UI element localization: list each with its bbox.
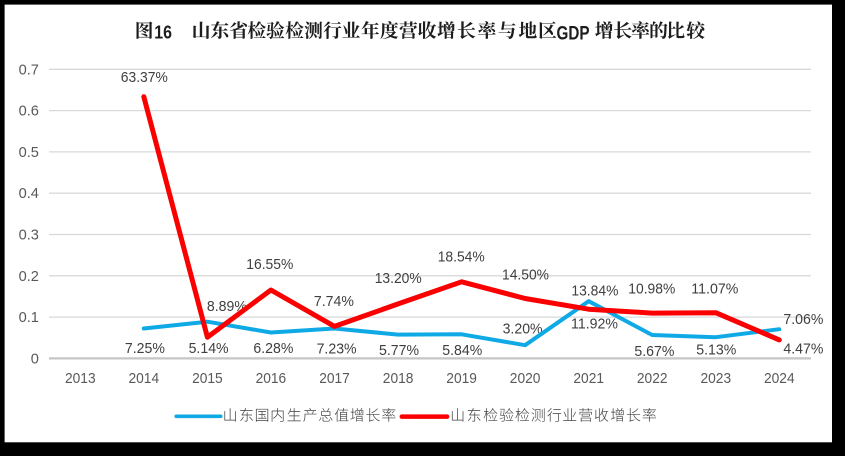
svg-text:2021: 2021 xyxy=(573,370,604,387)
svg-text:5.14%: 5.14% xyxy=(189,340,229,357)
svg-text:7.06%: 7.06% xyxy=(783,311,823,328)
svg-text:16.55%: 16.55% xyxy=(246,256,293,273)
svg-text:13.20%: 13.20% xyxy=(375,270,422,287)
svg-text:14.50%: 14.50% xyxy=(502,266,549,283)
svg-text:0.4: 0.4 xyxy=(19,186,39,202)
svg-text:7.74%: 7.74% xyxy=(314,293,354,310)
svg-text:2024: 2024 xyxy=(764,370,795,387)
svg-text:2013: 2013 xyxy=(65,370,96,387)
svg-text:7.23%: 7.23% xyxy=(317,341,357,358)
svg-text:16: 16 xyxy=(154,23,172,43)
svg-text:2017: 2017 xyxy=(319,370,350,387)
svg-text:5.67%: 5.67% xyxy=(634,343,674,360)
svg-text:13.84%: 13.84% xyxy=(571,282,618,299)
svg-text:10.98%: 10.98% xyxy=(628,281,675,298)
svg-text:GDP: GDP xyxy=(557,23,590,44)
svg-text:0.7: 0.7 xyxy=(19,62,39,78)
svg-text:2019: 2019 xyxy=(446,370,477,387)
svg-text:0.1: 0.1 xyxy=(19,310,39,326)
svg-text:2023: 2023 xyxy=(701,370,732,387)
svg-text:63.37%: 63.37% xyxy=(121,69,168,86)
svg-text:3.20%: 3.20% xyxy=(503,320,543,337)
svg-text:2015: 2015 xyxy=(192,370,223,387)
svg-text:0: 0 xyxy=(31,351,39,367)
svg-text:6.28%: 6.28% xyxy=(253,340,293,357)
svg-text:7.25%: 7.25% xyxy=(125,340,165,357)
svg-text:2020: 2020 xyxy=(510,370,541,387)
svg-text:2014: 2014 xyxy=(129,370,160,387)
svg-text:2018: 2018 xyxy=(383,370,414,387)
svg-text:0.3: 0.3 xyxy=(19,228,39,244)
svg-text:0.2: 0.2 xyxy=(19,269,39,285)
svg-text:11.92%: 11.92% xyxy=(571,315,618,332)
svg-text:18.54%: 18.54% xyxy=(438,248,485,265)
svg-text:0.6: 0.6 xyxy=(19,104,39,120)
svg-text:2016: 2016 xyxy=(256,370,287,387)
svg-text:11.07%: 11.07% xyxy=(691,281,738,298)
svg-text:8.89%: 8.89% xyxy=(207,298,247,315)
svg-text:4.47%: 4.47% xyxy=(783,341,823,358)
svg-text:5.13%: 5.13% xyxy=(696,342,736,359)
svg-text:5.84%: 5.84% xyxy=(442,342,482,359)
svg-text:2022: 2022 xyxy=(637,370,668,387)
svg-text:0.5: 0.5 xyxy=(19,145,39,161)
svg-text:5.77%: 5.77% xyxy=(379,342,419,359)
